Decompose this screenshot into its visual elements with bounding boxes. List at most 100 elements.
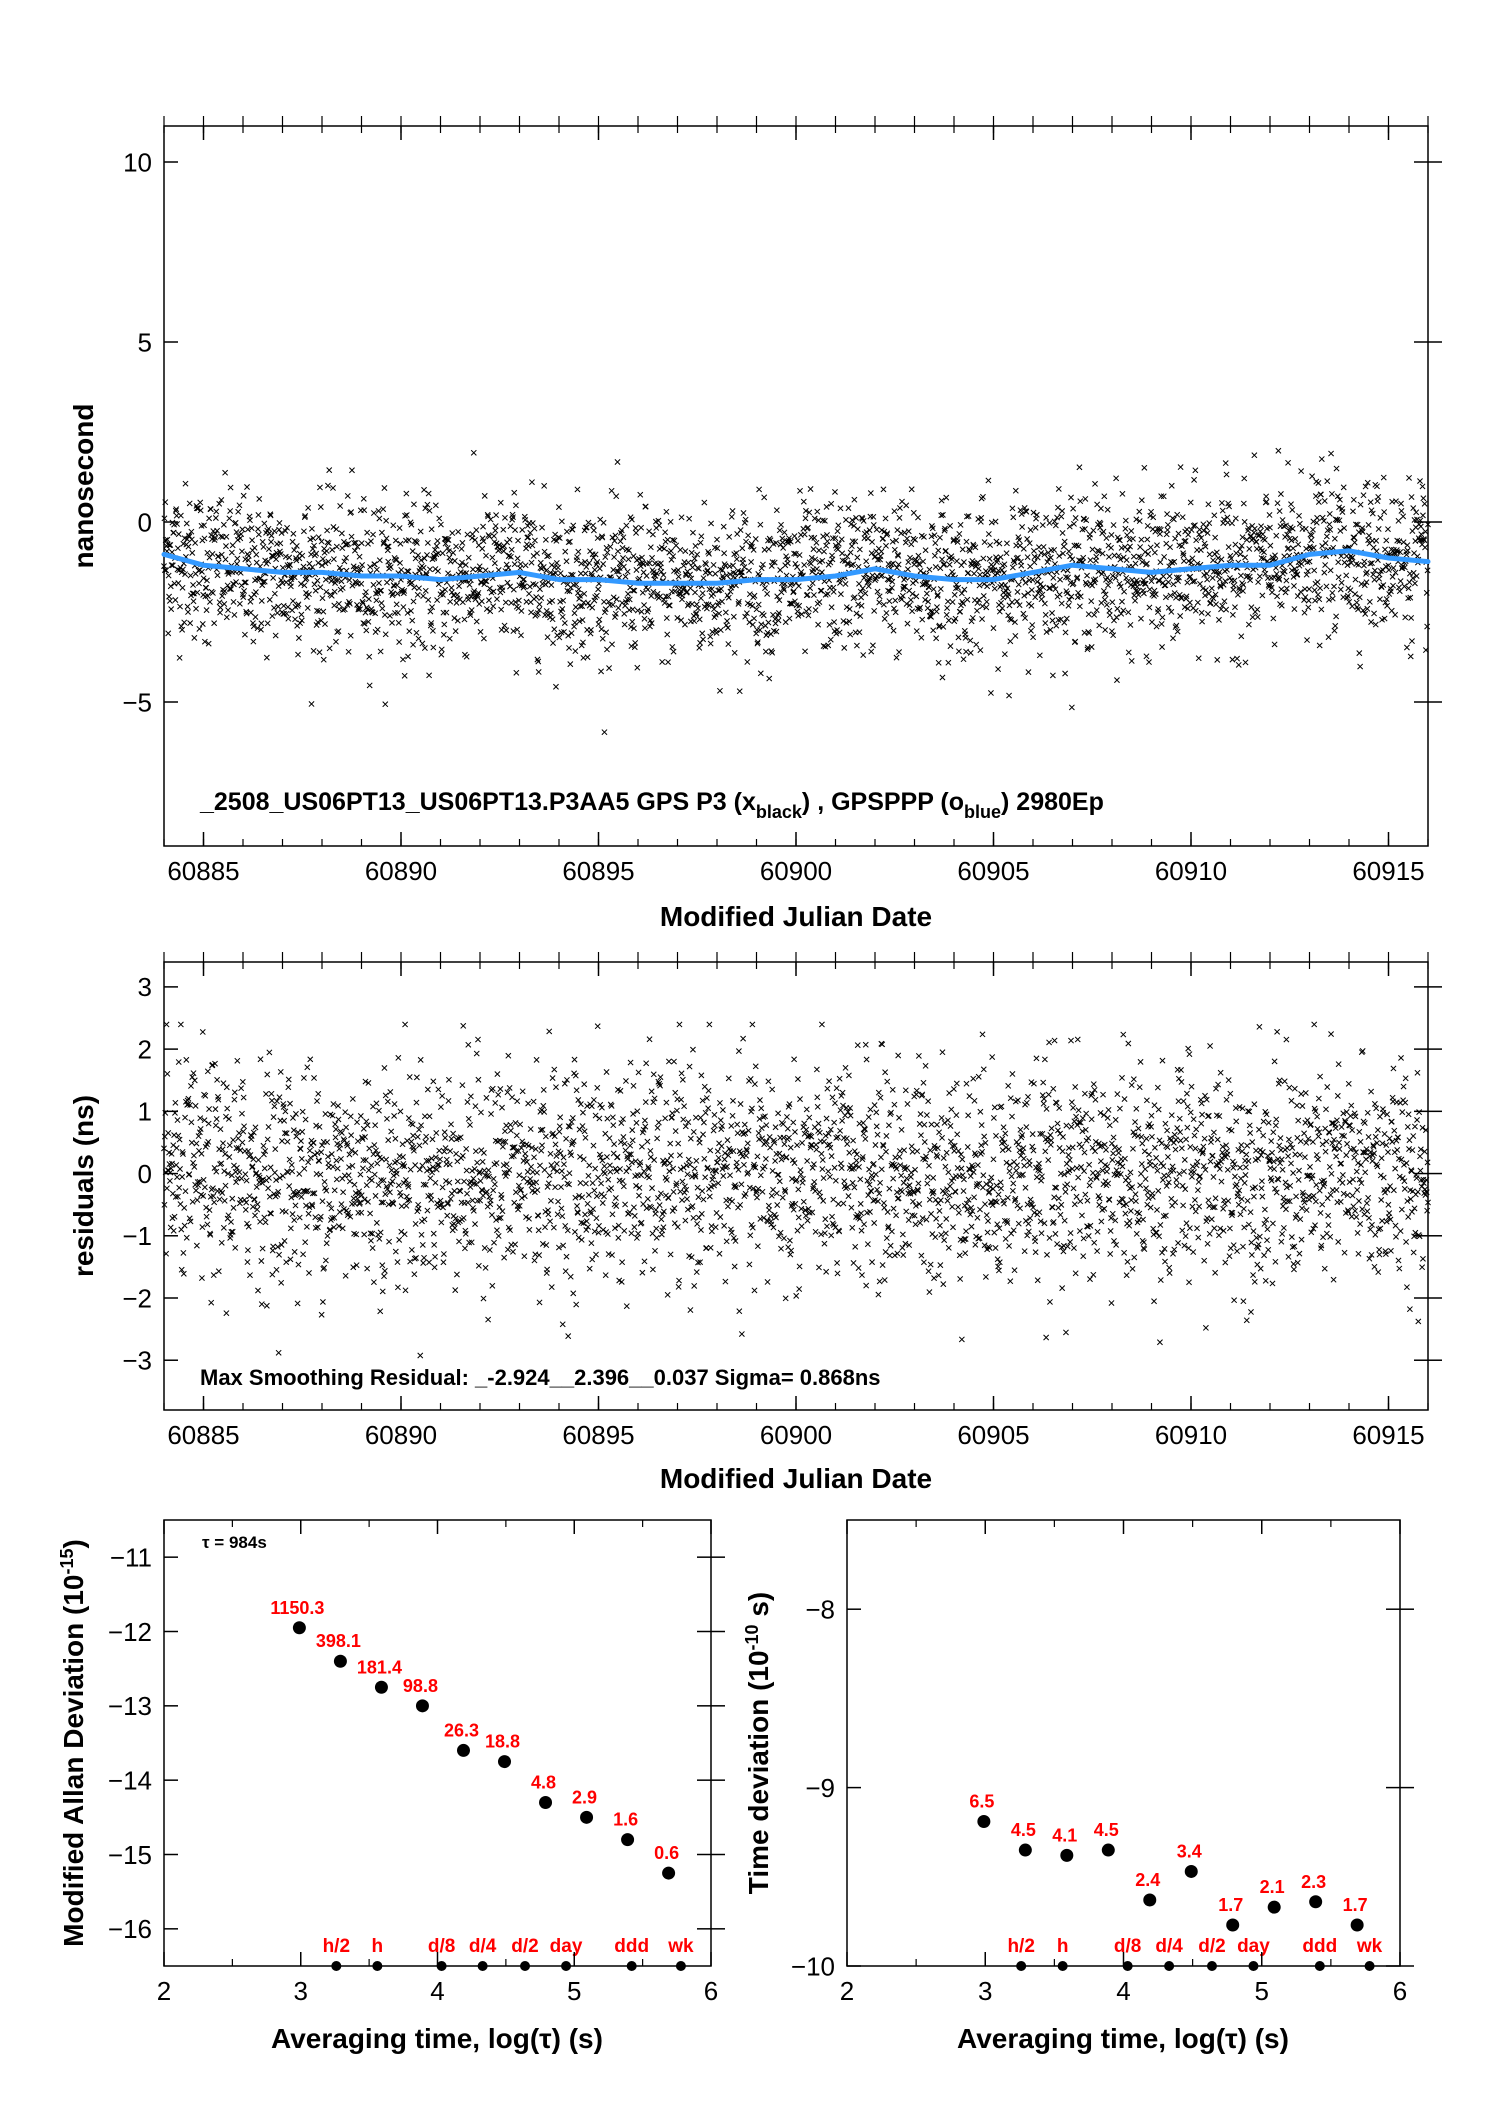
residual-point [324, 1232, 331, 1239]
gps-p3-point [257, 575, 264, 582]
gps-p3-point [604, 549, 611, 556]
residual-point [663, 1099, 670, 1106]
residual-point [822, 1216, 829, 1223]
gps-p3-point [311, 542, 317, 549]
gps-p3-point [620, 534, 627, 541]
gps-p3-point [705, 601, 712, 608]
residual-point [465, 1115, 472, 1122]
gps-p3-point [1114, 605, 1121, 612]
gps-p3-point [815, 621, 822, 628]
gps-p3-point [1168, 482, 1175, 489]
gps-p3-point [980, 592, 987, 599]
gps-p3-point [909, 590, 916, 597]
gps-p3-point [240, 492, 247, 499]
gps-p3-point [1177, 613, 1184, 619]
residual-point [832, 1177, 839, 1184]
residual-point [582, 1180, 589, 1187]
gps-p3-point [542, 536, 549, 543]
gps-p3-point [920, 533, 927, 540]
gps-p3-point [415, 635, 422, 642]
residual-point [452, 1287, 459, 1294]
gps-p3-point [571, 619, 578, 626]
gps-p3-point [661, 545, 668, 552]
gps-p3-point [1222, 460, 1229, 467]
residual-point [582, 1211, 589, 1218]
gps-p3-point [596, 565, 603, 572]
gps-p3-point [765, 546, 772, 553]
gps-p3-point [1413, 509, 1420, 516]
gps-p3-point [686, 515, 693, 522]
residual-point [714, 1148, 721, 1155]
gps-p3-point [707, 640, 714, 647]
gps-p3-point [174, 566, 181, 573]
gps-p3-point [487, 516, 494, 523]
gps-p3-point [619, 544, 626, 551]
gps-p3-point [776, 527, 783, 534]
gps-p3-point [1283, 577, 1290, 584]
residual-point [461, 1245, 468, 1252]
residual-point [311, 1075, 317, 1081]
residual-point [860, 1130, 867, 1137]
gps-p3-point [1003, 550, 1010, 557]
gps-p3-point [638, 608, 645, 615]
residual-point [349, 1095, 356, 1102]
gps-p3-point [1253, 538, 1260, 545]
gps-p3-point [715, 587, 722, 594]
residual-point [575, 1234, 582, 1241]
gps-p3-point [1352, 591, 1359, 598]
residual-point [901, 1147, 908, 1154]
gps-p3-point [923, 579, 929, 586]
gps-p3-point [491, 560, 498, 567]
residual-point [676, 1277, 682, 1284]
gps-p3-point [1043, 514, 1050, 521]
gps-p3-point [370, 510, 377, 517]
gps-p3-point [183, 520, 190, 527]
residual-point [219, 1146, 226, 1153]
gps-p3-point [341, 558, 348, 565]
residual-point [204, 1068, 211, 1075]
gps-p3-point [252, 614, 259, 620]
residual-point [242, 1206, 249, 1213]
residual-point [214, 1076, 221, 1083]
gps-p3-point [322, 576, 329, 583]
gps-p3-point [1172, 535, 1179, 542]
gps-p3-point [1251, 525, 1258, 532]
gps-p3-point [308, 551, 315, 558]
gps-p3-point [1005, 591, 1012, 598]
gps-p3-point [883, 531, 890, 538]
residual-point [174, 1117, 181, 1124]
gps-p3-point [873, 526, 880, 533]
gps-p3-point [203, 607, 210, 614]
residual-point [925, 1098, 932, 1105]
residual-point [550, 1224, 557, 1231]
gps-p3-point [522, 516, 529, 523]
gps-p3-point [177, 603, 183, 610]
residual-point [665, 1195, 672, 1201]
residual-point [601, 1170, 608, 1177]
gps-p3-point [434, 537, 441, 544]
gps-p3-point [1337, 586, 1344, 593]
gps-p3-point [1261, 549, 1268, 556]
residual-point [702, 1109, 709, 1116]
residual-point [694, 1220, 701, 1227]
residual-point [419, 1241, 426, 1248]
gps-p3-point [1106, 612, 1113, 619]
residual-point [860, 1119, 867, 1126]
gps-p3-point [776, 597, 783, 604]
gps-p3-point [610, 566, 617, 573]
gps-p3-point [244, 484, 250, 490]
gps-p3-point [838, 536, 845, 543]
gps-p3-point [1066, 523, 1073, 530]
residual-point [676, 1021, 683, 1028]
gps-p3-point [334, 577, 341, 583]
gps-p3-point [851, 594, 858, 601]
gps-p3-point [972, 544, 979, 551]
gps-p3-point [278, 577, 285, 584]
gps-p3-point [1060, 550, 1066, 557]
residual-point [592, 1165, 599, 1172]
residual-point [643, 1060, 650, 1067]
residual-point [524, 1168, 531, 1175]
residual-point [445, 1097, 452, 1104]
residual-point [306, 1147, 313, 1154]
residual-point [757, 1097, 763, 1104]
